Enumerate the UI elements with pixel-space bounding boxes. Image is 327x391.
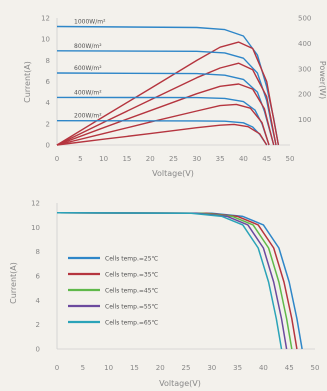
x-tick-label: 5 [78,155,82,163]
legend-label: Cells temp.=55℃ [105,304,159,311]
x-tick-label: 40 [239,155,248,163]
y2-axis-title: Power(W) [318,61,327,99]
current-curve [56,72,275,146]
y-tick-label: 6 [36,273,41,281]
y2-tick-label: 400 [298,40,311,48]
x-tick-label: 35 [216,155,225,163]
legend-label: Cells temp.=65℃ [105,320,159,327]
irradiance-label: 400W/m² [74,89,102,96]
irradiance-label: 600W/m² [74,65,102,72]
x-tick-label: 0 [55,155,59,163]
y2-tick-label: 100 [298,116,311,124]
y-axis-title: Current(A) [23,61,32,103]
x-axis-title: Voltage(V) [152,169,194,178]
x-tick-label: 10 [104,364,113,372]
temperature-curve [56,211,298,350]
irradiance-label: 200W/m² [74,113,102,120]
y-tick-label: 10 [41,36,50,44]
temperature-curve [56,211,283,350]
x-tick-label: 15 [130,364,139,372]
x-tick-label: 50 [286,155,295,163]
y-tick-label: 12 [41,15,50,23]
temperature-curve [56,211,288,350]
legend-label: Cells temp.=45℃ [105,288,159,295]
power-curve [56,62,277,146]
power-curve [56,83,275,146]
temperature-chart: 0 5 10 15 20 25 30 35 40 45 50 0 2 4 6 8 10 12 Voltage(V) C… [9,200,319,389]
x-tick-label: 25 [182,364,191,372]
legend-label: Cells temp.=25℃ [105,256,159,263]
y-tick-label: 2 [46,120,50,128]
y2-tick-label: 300 [298,65,311,73]
y-tick-label: 0 [46,142,50,150]
irradiance-label: 1000W/m² [74,18,106,25]
x-tick-label: 45 [285,364,294,372]
irradiance-label: 800W/m² [74,43,102,50]
y-tick-label: 0 [36,346,40,354]
power-curve [56,123,268,146]
y-tick-label: 4 [36,297,41,305]
y-tick-label: 8 [46,57,50,65]
x-tick-label: 30 [207,364,216,372]
y-tick-label: 12 [31,200,40,208]
x-tick-label: 35 [233,364,242,372]
y-tick-label: 10 [31,224,40,232]
x-tick-label: 45 [262,155,271,163]
x-tick-label: 20 [156,364,165,372]
x-tick-label: 20 [146,155,155,163]
y2-tick-label: 500 [298,15,311,23]
y-tick-label: 2 [36,321,40,329]
x-tick-label: 10 [99,155,108,163]
power-curve [56,103,270,146]
irradiance-chart: 0 5 10 15 20 25 30 35 40 45 5002468101210020030040… [23,15,327,179]
x-tick-label: 50 [311,364,320,372]
x-tick-label: 0 [55,364,59,372]
temperature-curve [56,211,303,350]
x-tick-label: 40 [259,364,268,372]
y-tick-label: 4 [46,99,51,107]
x-tick-label: 15 [122,155,131,163]
legend-label: Cells temp.=35℃ [105,272,159,279]
y-axis-title: Current(A) [9,262,18,304]
x-tick-label: 30 [192,155,201,163]
y2-tick-label: 200 [298,91,311,99]
y-tick-label: 6 [46,78,51,86]
temperature-curve [56,211,293,350]
power-curve [56,41,280,146]
x-tick-label: 5 [81,364,85,372]
y-tick-label: 8 [36,248,40,256]
x-axis-title: Voltage(V) [159,379,201,388]
x-tick-label: 25 [169,155,178,163]
